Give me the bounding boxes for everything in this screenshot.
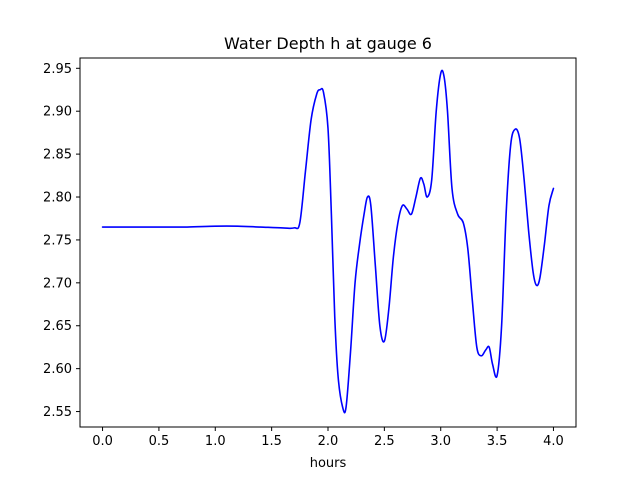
water-depth-line — [101, 69, 555, 414]
x-tick-label: 1.0 — [205, 434, 226, 449]
y-tick-label: 2.90 — [43, 105, 72, 120]
x-tick-label: 2.0 — [318, 434, 339, 449]
x-axis: 0.0 0.5 1.0 1.5 2.0 2.5 3.0 3.5 4.0 — [92, 427, 564, 449]
y-tick-label: 2.80 — [43, 191, 72, 206]
y-axis: 2.55 2.60 2.65 2.70 2.75 2.80 2.85 2.90 2.95 — [43, 62, 80, 420]
y-tick-label: 2.65 — [43, 319, 72, 334]
x-tick-label: 3.0 — [430, 434, 451, 449]
y-tick-label: 2.95 — [43, 62, 72, 77]
x-axis-label: hours — [310, 456, 347, 471]
x-tick-label: 0.0 — [92, 434, 113, 449]
y-tick-label: 2.75 — [43, 233, 72, 248]
y-tick-label: 2.85 — [43, 148, 72, 163]
x-tick-label: 2.5 — [374, 434, 395, 449]
series-layer — [101, 69, 555, 414]
y-tick-label: 2.55 — [43, 405, 72, 420]
plot-area — [80, 58, 576, 427]
chart-title: Water Depth h at gauge 6 — [224, 34, 432, 53]
x-tick-label: 1.5 — [261, 434, 282, 449]
x-tick-label: 4.0 — [543, 434, 564, 449]
x-tick-label: 0.5 — [149, 434, 170, 449]
y-tick-label: 2.70 — [43, 276, 72, 291]
x-tick-label: 3.5 — [487, 434, 508, 449]
y-tick-label: 2.60 — [43, 362, 72, 377]
